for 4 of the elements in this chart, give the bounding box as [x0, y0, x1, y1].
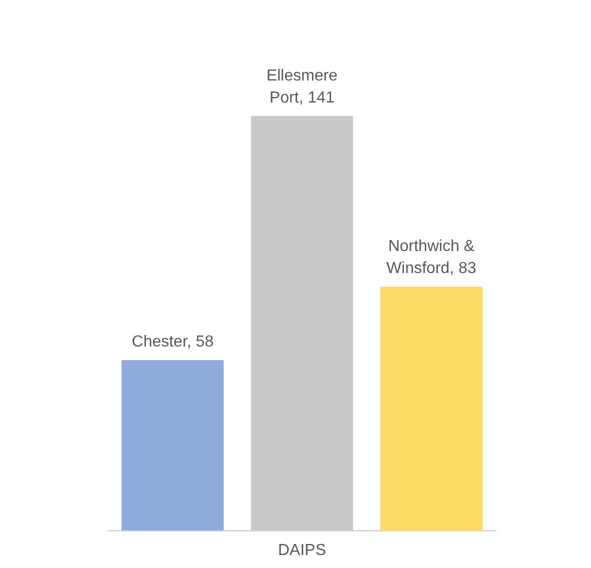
x-axis-title: DAIPS	[278, 542, 326, 559]
data-label: Ellesmere Port, 141	[266, 67, 338, 106]
data-label: Northwich & Winsford, 83	[386, 238, 476, 277]
data-label: Chester, 58	[132, 334, 214, 351]
